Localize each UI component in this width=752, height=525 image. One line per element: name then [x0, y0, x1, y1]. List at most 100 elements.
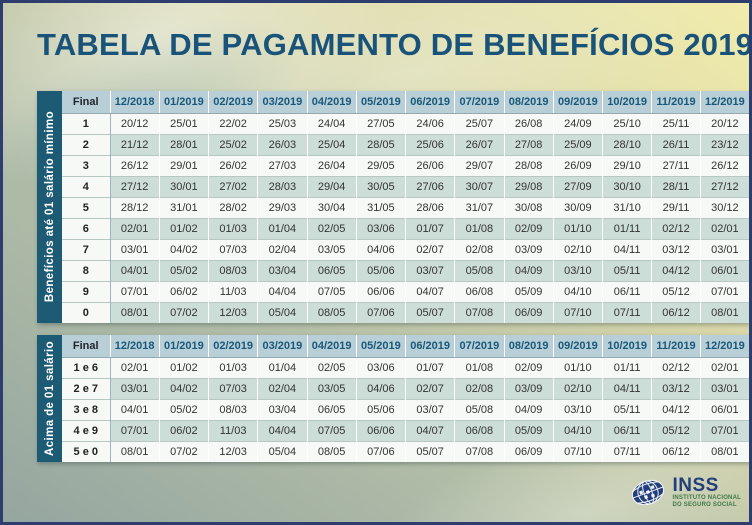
- payment-date-cell: 03/05: [306, 377, 357, 399]
- month-column-header: 02/2019: [207, 91, 258, 114]
- payment-date-cell: 02/01: [109, 356, 160, 378]
- month-column-header: 11/2019: [651, 335, 701, 358]
- payment-table-acima-salario: Final 12/2018 01/2019 02/2019 03/2019 04/2019…: [62, 335, 749, 462]
- payment-date-cell: 04/07: [404, 419, 455, 441]
- month-column-header: 05/2019: [355, 335, 406, 358]
- payment-date-cell: 05/04: [257, 301, 307, 323]
- payment-date-cell: 01/03: [207, 356, 258, 378]
- payment-date-cell: 25/01: [158, 112, 209, 134]
- payment-date-cell: 07/01: [699, 419, 749, 441]
- payment-date-cell: 05/02: [158, 259, 209, 281]
- payment-date-cell: 29/03: [257, 196, 307, 218]
- payment-date-cell: 28/05: [355, 133, 406, 155]
- payment-date-cell: 25/03: [257, 112, 307, 134]
- payment-date-cell: 02/12: [651, 217, 701, 239]
- payment-date-cell: 07/06: [355, 440, 406, 462]
- final-digit-cell: 7: [62, 238, 111, 260]
- payment-date-cell: 26/07: [454, 133, 504, 155]
- payment-date-cell: 05/07: [404, 440, 455, 462]
- payment-date-cell: 03/07: [404, 398, 455, 420]
- payment-date-cell: 02/01: [109, 217, 160, 239]
- month-column-header: 05/2019: [355, 91, 406, 114]
- payment-date-cell: 03/12: [651, 238, 701, 260]
- payment-date-cell: 04/02: [158, 377, 209, 399]
- inss-logo-name: INSS: [672, 475, 719, 497]
- payment-date-cell: 01/02: [158, 356, 209, 378]
- payment-date-cell: 02/10: [552, 238, 603, 260]
- payment-date-cell: 02/07: [404, 377, 455, 399]
- payment-date-cell: 06/06: [355, 280, 406, 302]
- payment-date-cell: 03/04: [257, 259, 307, 281]
- payment-date-cell: 02/08: [454, 238, 504, 260]
- payment-date-cell: 27/06: [404, 175, 455, 197]
- payment-date-cell: 05/12: [651, 419, 701, 441]
- payment-date-cell: 06/09: [503, 301, 554, 323]
- table-row: 5 e 0 08/01 07/02 12/03 05/04 08/05 07/06 05/07…: [62, 440, 749, 462]
- final-digit-cell: 4: [62, 175, 111, 197]
- payment-date-cell: 05/04: [257, 440, 307, 462]
- payment-date-cell: 02/04: [257, 377, 307, 399]
- payment-date-cell: 29/04: [306, 175, 357, 197]
- payment-date-cell: 04/02: [158, 238, 209, 260]
- payment-date-cell: 02/10: [552, 377, 603, 399]
- payment-date-cell: 03/01: [699, 377, 749, 399]
- payment-date-cell: 08/01: [699, 301, 749, 323]
- payment-date-cell: 03/04: [257, 398, 307, 420]
- payment-date-cell: 08/05: [306, 301, 357, 323]
- payment-date-cell: 25/06: [404, 133, 455, 155]
- month-column-header: 06/2019: [404, 91, 455, 114]
- payment-date-cell: 11/03: [207, 419, 258, 441]
- payment-date-cell: 02/04: [257, 238, 307, 260]
- payment-date-cell: 07/11: [601, 440, 652, 462]
- final-digit-cell: 0: [62, 301, 111, 323]
- payment-date-cell: 24/06: [404, 112, 455, 134]
- payment-date-cell: 31/05: [355, 196, 406, 218]
- payment-date-cell: 29/10: [601, 154, 652, 176]
- payment-date-cell: 27/08: [503, 133, 554, 155]
- payment-date-cell: 04/12: [651, 398, 701, 420]
- payment-date-cell: 28/06: [404, 196, 455, 218]
- month-column-header: 10/2019: [601, 91, 652, 114]
- payment-date-cell: 06/02: [158, 280, 209, 302]
- payment-date-cell: 03/06: [355, 356, 406, 378]
- inss-logo-subtitle-line2: DO SEGURO SOCIAL: [672, 502, 737, 509]
- payment-date-cell: 30/09: [552, 196, 603, 218]
- payment-date-cell: 03/10: [552, 259, 603, 281]
- payment-date-cell: 30/05: [355, 175, 406, 197]
- table-row: 5 28/12 31/01 28/02 29/03 30/04 31/05 28/06 31/0…: [62, 196, 749, 218]
- payment-date-cell: 01/04: [257, 356, 307, 378]
- payment-date-cell: 08/01: [699, 440, 749, 462]
- final-digit-cell: 1: [62, 112, 111, 134]
- payment-date-cell: 25/02: [207, 133, 258, 155]
- payment-date-cell: 12/03: [207, 301, 258, 323]
- month-column-header: 10/2019: [601, 335, 652, 358]
- payment-date-cell: 07/05: [306, 280, 357, 302]
- table-row: 2 e 7 03/01 04/02 07/03 02/04 03/05 04/06 02/07…: [62, 377, 749, 399]
- final-digit-cell: 2: [62, 133, 111, 155]
- payment-date-cell: 27/02: [207, 175, 258, 197]
- payment-date-cell: 03/12: [651, 377, 701, 399]
- payment-date-cell: 05/06: [355, 259, 406, 281]
- month-column-header: 03/2019: [257, 91, 307, 114]
- payment-date-cell: 27/03: [257, 154, 307, 176]
- payment-date-cell: 30/01: [158, 175, 209, 197]
- payment-date-cell: 28/02: [207, 196, 258, 218]
- payment-date-cell: 22/02: [207, 112, 258, 134]
- payment-date-cell: 03/10: [552, 398, 603, 420]
- payment-date-cell: 27/11: [651, 154, 701, 176]
- payment-date-cell: 03/01: [109, 238, 160, 260]
- payment-date-cell: 07/01: [109, 419, 160, 441]
- side-label: Acima de 01 salário: [43, 341, 56, 456]
- payment-date-cell: 26/12: [699, 154, 749, 176]
- payment-date-cell: 02/07: [404, 238, 455, 260]
- payment-date-cell: 25/09: [552, 133, 603, 155]
- final-digit-cell: 6: [62, 217, 111, 239]
- final-digit-cell: 5: [62, 196, 111, 218]
- payment-date-cell: 06/05: [306, 398, 357, 420]
- table-row: 8 04/01 05/02 08/03 03/04 06/05 05/06 03/07 05/0…: [62, 259, 749, 281]
- side-label-bar: Benefícios até 01 salário mínimo: [37, 91, 62, 323]
- payment-date-cell: 27/12: [699, 175, 749, 197]
- payment-date-cell: 28/08: [503, 154, 554, 176]
- payment-date-cell: 27/09: [552, 175, 603, 197]
